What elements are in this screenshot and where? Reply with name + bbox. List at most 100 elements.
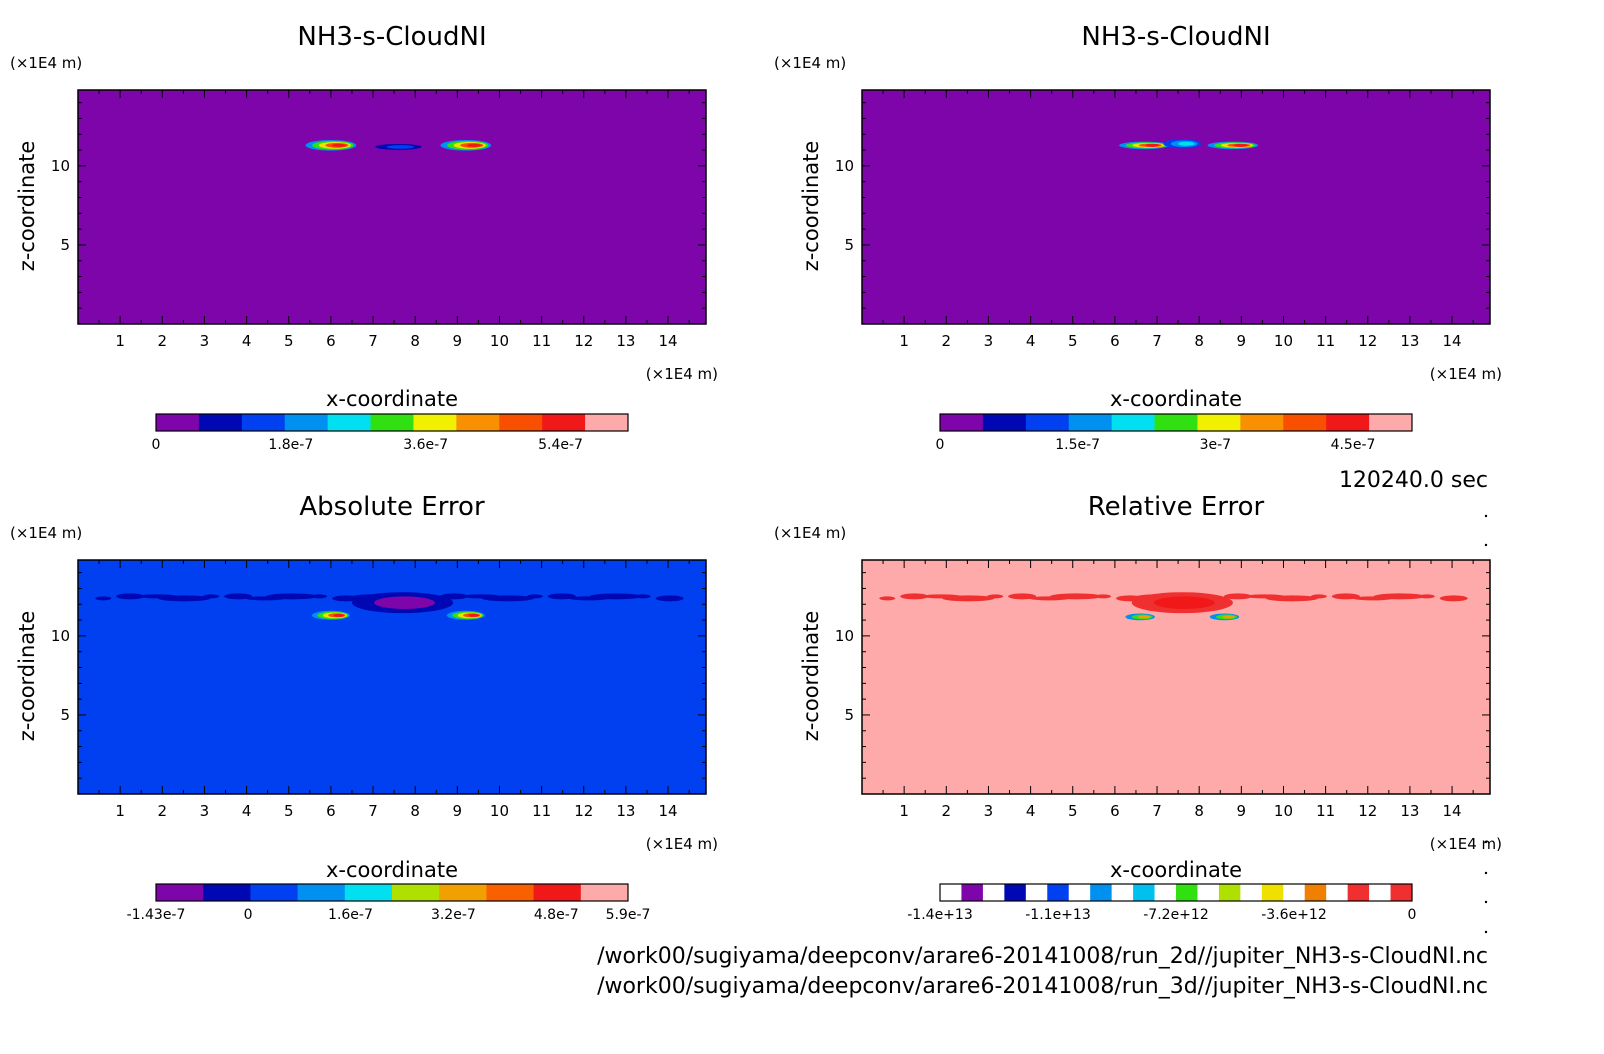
x-tick-label: 5 [1068,802,1078,820]
colorbar-label: 4.8e-7 [534,907,579,923]
colorbar-label: 4.5e-7 [1331,437,1376,453]
colorbar-swatch [297,884,346,901]
file-path-run2d: /work00/sugiyama/deepconv/arare6-2014100… [597,944,1488,969]
contour-neg [374,596,435,609]
x-tick-label: 4 [1026,802,1036,820]
x-tick-label: 14 [659,332,678,350]
contour-red [1153,596,1215,609]
band-segment [634,594,651,599]
x-tick-label: 6 [326,332,336,350]
colorbar-swatch [1047,884,1070,901]
y-tick-label: 10 [835,627,854,645]
colorbar-label: 3.6e-7 [403,437,448,453]
colorbar-swatch [1390,884,1413,901]
plot-frame [77,559,707,795]
x-tick-label: 4 [242,332,252,350]
colorbar-label: -1.4e+13 [907,907,972,923]
y-unit-label: (×1E4 m) [10,524,82,542]
colorbar-label: -1.43e-7 [127,907,186,923]
x-tick-label: 9 [453,802,463,820]
panel-title: NH3-s-CloudNI [297,22,486,52]
colorbar-swatch [439,884,487,901]
band-segment [879,596,896,601]
x-tick-label: 14 [1443,332,1462,350]
x-tick-label: 1 [899,802,909,820]
colorbar-label: 0 [152,437,161,453]
colorbar-swatch [1240,884,1263,901]
contour-low [386,145,415,149]
colorbar-label: 5.9e-7 [606,907,651,923]
colorbar-label: 3.2e-7 [431,907,476,923]
colorbar-label: 3e-7 [1200,437,1231,453]
x-tick-label: 1 [899,332,909,350]
band-segment [1008,593,1037,600]
x-tick-label: 2 [942,802,952,820]
x-tick-label: 7 [1152,332,1162,350]
colorbar-swatch [1218,884,1241,901]
y-unit-label: (×1E4 m) [10,54,82,72]
band-segment [116,593,145,600]
band-segment [311,594,328,599]
colorbar-swatch [156,414,200,431]
colorbar-swatch [1154,414,1198,431]
colorbar-swatch [198,414,243,431]
colorbar-label: 0 [936,437,945,453]
x-tick-label: 5 [284,802,294,820]
band-segment [1095,594,1112,599]
band-segment [266,593,319,600]
x-tick-label: 13 [616,802,635,820]
band-segment [589,593,642,600]
colorbar-swatch [1068,414,1113,431]
colorbar-swatch [1068,884,1091,901]
colorbar-swatch [1133,884,1156,901]
colorbar-swatch [156,884,204,901]
colorbar-swatch [1154,884,1177,901]
colorbar-swatch [370,414,414,431]
band-segment [942,595,995,602]
colorbar-label: 1.8e-7 [268,437,313,453]
panel-title: NH3-s-CloudNI [1081,22,1270,52]
colorbar-swatch [533,884,582,901]
x-tick-label: 14 [659,802,678,820]
x-tick-label: 12 [574,332,593,350]
time-label: 120240.0 sec [1339,468,1488,493]
panel-nh3-run3d: NH3-s-CloudNI (×1E4 m) (×1E4 m) x-coordi… [774,22,1502,453]
x-tick-label: 2 [158,802,168,820]
colorbar-swatch [1369,414,1413,431]
x-tick-label: 13 [1400,332,1419,350]
colorbar-swatch [982,884,1005,901]
y-axis-label: z-coordinate [15,611,39,742]
colorbar-swatch [1283,884,1306,901]
colorbar-frame [939,413,1413,432]
x-tick-label: 3 [200,332,210,350]
margin-dot [1484,514,1488,518]
margin-dot [1484,871,1488,875]
panel-title: Relative Error [1088,492,1265,522]
x-tick-label: 10 [1274,802,1293,820]
x-axis-label: x-coordinate [326,858,458,882]
x-tick-label: 11 [532,332,551,350]
colorbar-swatch [1111,884,1134,901]
margin-dot [1484,900,1488,904]
x-tick-label: 12 [574,802,593,820]
x-tick-label: 3 [984,802,994,820]
y-tick-label: 5 [844,706,854,724]
plot-frame [77,89,707,325]
colorbar-swatch [542,414,586,431]
y-tick-label: 10 [835,157,854,175]
colorbar-label: 0 [244,907,253,923]
colorbar-swatch [1111,414,1156,431]
colorbar-swatch [1304,884,1327,901]
colorbar-swatch [344,884,393,901]
x-tick-label: 2 [158,332,168,350]
band-segment [1050,593,1103,600]
margin-dots [1484,514,1488,934]
x-tick-label: 8 [410,332,420,350]
colorbar-swatch [1283,414,1327,431]
margin-dot [1484,543,1488,547]
y-axis-label: z-coordinate [799,141,823,272]
panel-absolute-error: Absolute Error (×1E4 m) (×1E4 m) x-coord… [10,492,718,923]
y-unit-label: (×1E4 m) [774,524,846,542]
colorbar-swatch [1090,884,1113,901]
y-unit-label: (×1E4 m) [774,54,846,72]
